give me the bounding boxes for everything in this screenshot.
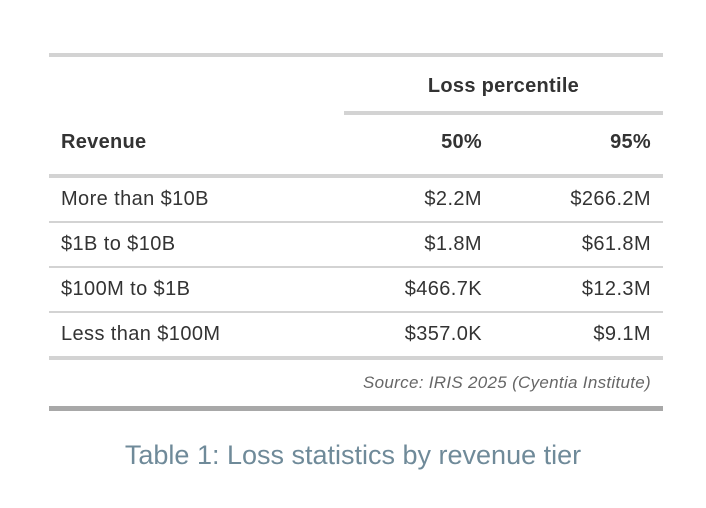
p95-cell: $61.8M — [581, 233, 651, 255]
table-caption: Table 1: Loss statistics by revenue tier — [124, 440, 582, 470]
p50-cell: $2.2M — [424, 188, 482, 210]
loss-percentile-spanner: Loss percentile — [427, 75, 580, 97]
table-top-rule — [49, 53, 663, 57]
table-row: Less than $100M $357.0K $9.1M — [49, 313, 663, 356]
revenue-cell: Less than $100M — [61, 323, 221, 345]
source-note: Source: IRIS 2025 (Cyentia Institute) — [363, 373, 651, 392]
spanner-rule — [344, 111, 663, 115]
p50-cell: $357.0K — [404, 323, 482, 345]
header-95-percentile: 95% — [610, 131, 651, 153]
revenue-cell: $100M to $1B — [61, 278, 191, 300]
p95-cell: $266.2M — [570, 188, 651, 210]
header-revenue: Revenue — [61, 131, 147, 153]
p50-cell: $1.8M — [424, 233, 482, 255]
revenue-cell: More than $10B — [61, 188, 209, 210]
table-row: More than $10B $2.2M $266.2M — [49, 178, 663, 223]
header-row: Revenue 50% 95% — [49, 115, 663, 174]
loss-statistics-table: Loss percentile Revenue 50% 95% More tha… — [49, 53, 663, 411]
source-note-row: Source: IRIS 2025 (Cyentia Institute) — [49, 360, 663, 406]
table-row: $1B to $10B $1.8M $61.8M — [49, 223, 663, 268]
p50-cell: $466.7K — [404, 278, 482, 300]
header-rule — [49, 174, 663, 178]
revenue-cell: $1B to $10B — [61, 233, 176, 255]
table-bottom-rule — [49, 406, 663, 411]
p95-cell: $12.3M — [581, 278, 651, 300]
header-50-percentile: 50% — [441, 131, 482, 153]
table-row: $100M to $1B $466.7K $12.3M — [49, 268, 663, 313]
p95-cell: $9.1M — [593, 323, 651, 345]
column-spanner-row: Loss percentile — [49, 57, 663, 115]
body-bottom-rule — [49, 356, 663, 360]
